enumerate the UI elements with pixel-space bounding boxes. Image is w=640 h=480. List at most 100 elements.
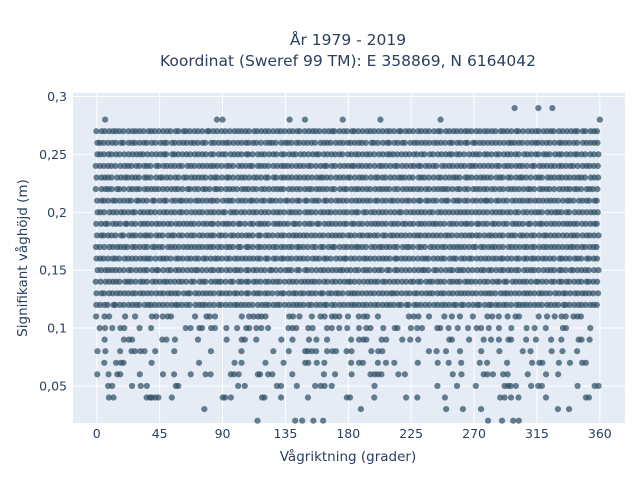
scatter-point bbox=[347, 267, 354, 274]
scatter-point bbox=[357, 406, 364, 413]
scatter-point bbox=[339, 290, 346, 297]
scatter-point bbox=[495, 313, 502, 320]
scatter-point bbox=[395, 220, 402, 227]
scatter-point bbox=[503, 220, 510, 227]
scatter-point bbox=[199, 197, 206, 204]
scatter-point bbox=[265, 209, 272, 216]
scatter-point bbox=[155, 394, 162, 401]
scatter-point bbox=[582, 151, 589, 158]
scatter-point bbox=[378, 371, 385, 378]
scatter-point bbox=[175, 290, 182, 297]
scatter-point bbox=[363, 209, 370, 216]
scatter-point bbox=[375, 301, 382, 308]
scatter-point bbox=[120, 359, 127, 366]
scatter-point bbox=[331, 243, 338, 251]
scatter-point bbox=[417, 232, 424, 239]
scatter-point bbox=[136, 139, 143, 146]
scatter-point bbox=[484, 313, 491, 320]
scatter-point bbox=[183, 139, 190, 146]
scatter-point bbox=[498, 417, 506, 424]
scatter-point bbox=[414, 324, 421, 332]
scatter-point bbox=[484, 417, 492, 424]
scatter-point bbox=[476, 278, 484, 285]
scatter-point bbox=[476, 151, 483, 158]
scatter-points bbox=[92, 104, 603, 424]
scatter-point bbox=[444, 186, 452, 193]
scatter-point bbox=[449, 371, 456, 378]
scatter-point bbox=[359, 220, 366, 227]
scatter-point bbox=[550, 255, 557, 262]
scatter-point bbox=[383, 336, 390, 343]
scatter-point bbox=[155, 128, 163, 135]
scatter-point bbox=[320, 417, 327, 424]
scatter-point bbox=[472, 139, 479, 146]
scatter-point bbox=[237, 267, 244, 274]
scatter-point bbox=[171, 232, 178, 239]
y-tick-label: 0,15 bbox=[39, 263, 67, 278]
scatter-point bbox=[363, 336, 370, 343]
scatter-point bbox=[190, 278, 197, 285]
scatter-point bbox=[328, 197, 335, 204]
scatter-point bbox=[304, 394, 312, 401]
scatter-point bbox=[542, 371, 550, 378]
scatter-point bbox=[312, 162, 320, 170]
scatter-point bbox=[167, 128, 174, 135]
scatter-point bbox=[417, 278, 424, 285]
scatter-point bbox=[443, 406, 450, 413]
scatter-point bbox=[122, 313, 129, 320]
scatter-point bbox=[527, 197, 534, 204]
scatter-point bbox=[382, 209, 390, 216]
scatter-point bbox=[476, 359, 483, 366]
scatter-point bbox=[456, 313, 464, 320]
scatter-point bbox=[593, 255, 601, 262]
scatter-point bbox=[339, 267, 346, 274]
scatter-point bbox=[312, 209, 319, 216]
scatter-point bbox=[593, 220, 600, 227]
scatter-point bbox=[218, 255, 226, 262]
scatter-point bbox=[277, 382, 285, 390]
scatter-point bbox=[535, 104, 542, 112]
scatter-point bbox=[343, 197, 351, 204]
scatter-point bbox=[595, 232, 602, 239]
scatter-point bbox=[386, 243, 393, 251]
scatter-point bbox=[403, 394, 410, 401]
scatter-point bbox=[386, 139, 393, 146]
scatter-point bbox=[238, 359, 245, 366]
scatter-point bbox=[448, 336, 455, 343]
scatter-point bbox=[222, 301, 230, 308]
scatter-point bbox=[508, 301, 515, 308]
scatter-point bbox=[496, 278, 503, 285]
scatter-point bbox=[346, 174, 354, 181]
scatter-point bbox=[151, 209, 159, 216]
scatter-point bbox=[531, 267, 538, 274]
scatter-point bbox=[586, 232, 593, 239]
scatter-point bbox=[315, 151, 322, 158]
scatter-point bbox=[281, 151, 288, 158]
scatter-point bbox=[288, 267, 295, 274]
scatter-point bbox=[289, 313, 297, 320]
scatter-point bbox=[96, 324, 103, 332]
scatter-point bbox=[394, 151, 401, 158]
scatter-point bbox=[595, 382, 602, 390]
scatter-point bbox=[207, 371, 214, 378]
y-tick-label: 0,2 bbox=[47, 205, 67, 220]
scatter-point bbox=[531, 232, 538, 239]
scatter-point bbox=[414, 359, 421, 366]
scatter-point bbox=[355, 128, 362, 135]
scatter-point bbox=[93, 232, 101, 239]
scatter-point bbox=[262, 359, 269, 366]
scatter-point bbox=[449, 290, 456, 297]
scatter-point bbox=[410, 255, 417, 262]
scatter-point bbox=[324, 348, 331, 355]
scatter-point bbox=[194, 336, 202, 343]
scatter-point bbox=[476, 301, 483, 308]
scatter-point bbox=[238, 348, 245, 355]
scatter-point bbox=[332, 151, 339, 158]
scatter-point bbox=[406, 151, 413, 158]
scatter-point bbox=[351, 278, 358, 285]
scatter-point bbox=[437, 232, 444, 239]
x-tick-label: 360 bbox=[588, 426, 612, 441]
scatter-point bbox=[562, 290, 569, 297]
scatter-point bbox=[304, 255, 311, 262]
scatter-point bbox=[264, 290, 272, 297]
